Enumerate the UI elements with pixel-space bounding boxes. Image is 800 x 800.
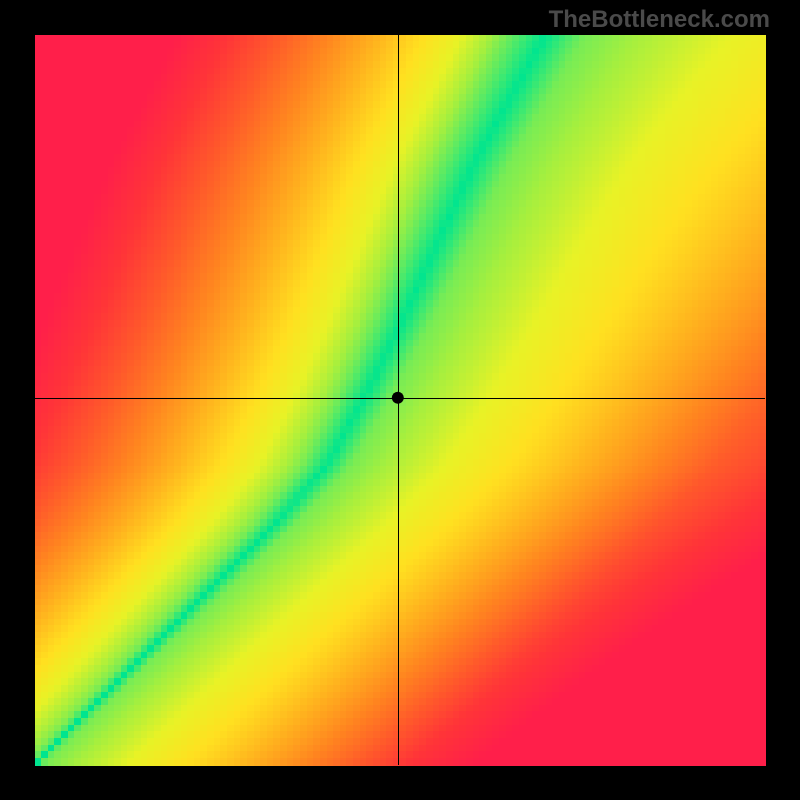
- watermark-text: TheBottleneck.com: [549, 6, 770, 34]
- chart-container: TheBottleneck.com: [0, 0, 800, 800]
- bottleneck-heatmap: [0, 0, 800, 800]
